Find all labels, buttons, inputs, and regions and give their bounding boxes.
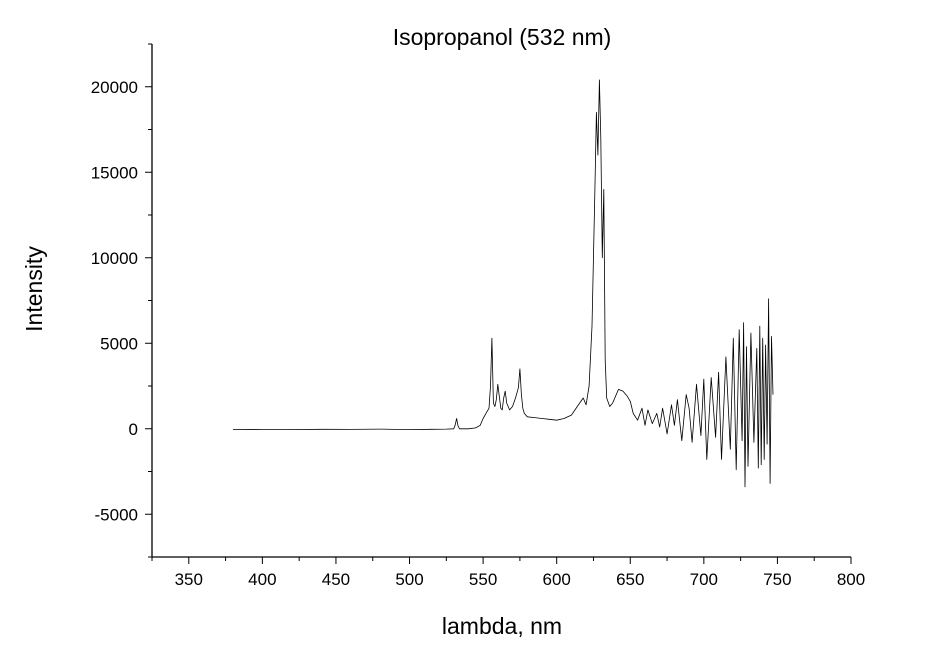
y-tick-label: -5000 (95, 505, 138, 524)
x-tick-label: 600 (542, 570, 570, 589)
x-tick-label: 800 (837, 570, 865, 589)
y-tick-label: 0 (129, 420, 138, 439)
x-axis-title: lambda, nm (442, 613, 562, 639)
x-tick-label: 700 (690, 570, 718, 589)
x-tick-label: 400 (248, 570, 276, 589)
x-tick-label: 500 (395, 570, 423, 589)
chart-title: Isopropanol (532 nm) (393, 24, 612, 50)
y-tick-label: 15000 (91, 163, 138, 182)
x-tick-label: 650 (616, 570, 644, 589)
x-tick-label: 750 (763, 570, 791, 589)
y-tick-label: 10000 (91, 249, 138, 268)
x-axis-ticks: 350 400 450 500 550 600 650 700 750 800 (151, 557, 865, 589)
series-layer (232, 79, 774, 488)
x-tick-label: 550 (469, 570, 497, 589)
spectrum-series-line (232, 79, 774, 488)
x-tick-label: 350 (175, 570, 203, 589)
y-tick-label: 5000 (100, 334, 138, 353)
y-axis-ticks: -5000 0 5000 10000 15000 20000 (91, 43, 152, 558)
x-tick-label: 450 (322, 570, 350, 589)
y-axis-title: Intensity (21, 246, 47, 332)
y-tick-label: 20000 (91, 78, 138, 97)
